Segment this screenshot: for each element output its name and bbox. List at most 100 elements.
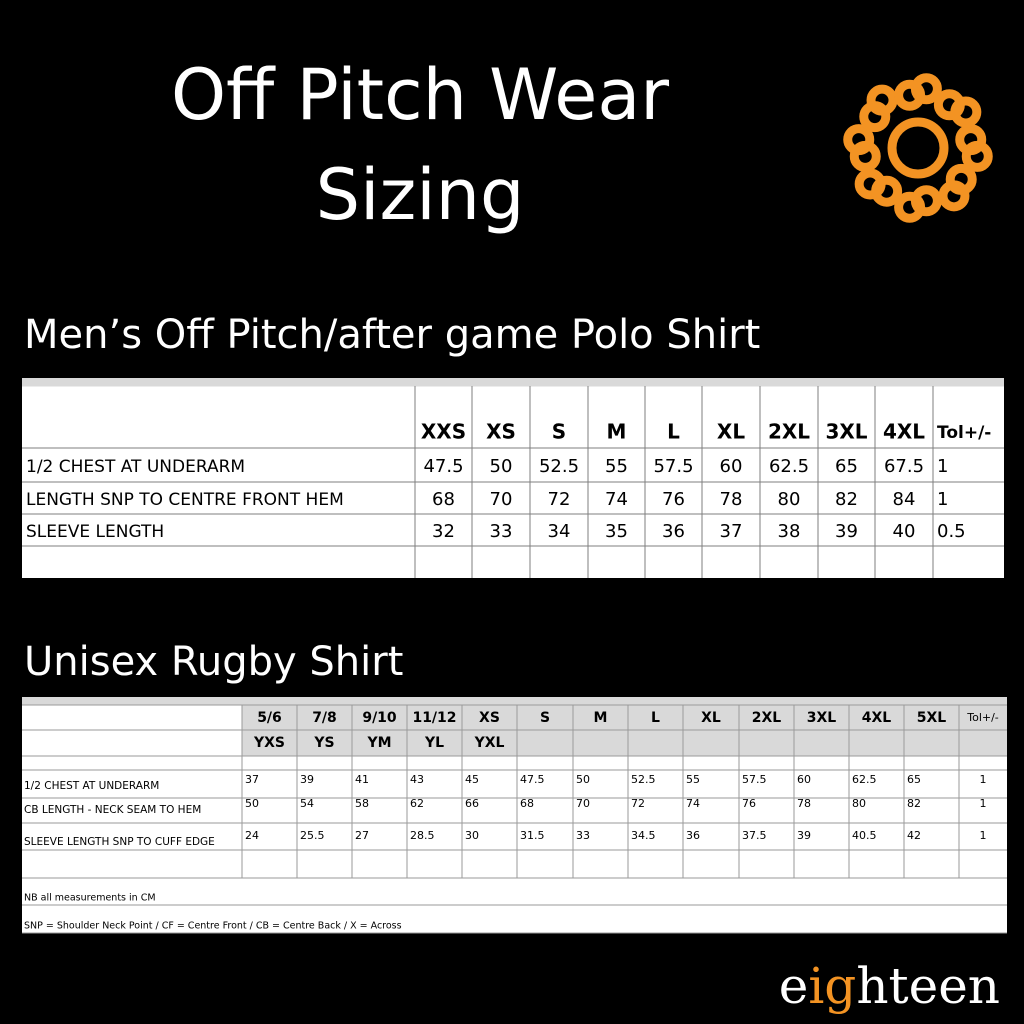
youth-size: YM [366, 735, 391, 751]
cell-value: 68 [432, 489, 455, 510]
column-header: XS [479, 710, 500, 726]
row-label: SLEEVE LENGTH [26, 522, 164, 542]
cell-value: 43 [410, 773, 424, 786]
note: SNP = Shoulder Neck Point / CF = Centre … [24, 921, 402, 932]
cell-value: 34 [548, 521, 571, 542]
cell-value: 39 [797, 829, 811, 842]
column-header: S [552, 420, 566, 444]
cell-value: 33 [576, 829, 590, 842]
cell-value: 84 [893, 489, 916, 510]
cell-value: 55 [686, 773, 700, 786]
cell-value: 37 [245, 773, 259, 786]
title-line: Off Pitch Wear [171, 54, 669, 136]
column-header: 4XL [883, 420, 925, 444]
youth-size: YS [313, 735, 334, 751]
column-header: XXS [421, 420, 466, 444]
cell-value: 1 [937, 489, 948, 510]
cell-value: 80 [852, 797, 866, 810]
cell-value: 39 [300, 773, 314, 786]
cell-value: 80 [778, 489, 801, 510]
cell-value: 67.5 [884, 456, 924, 477]
row-label: CB LENGTH - NECK SEAM TO HEM [24, 804, 201, 816]
row-label: 1/2 CHEST AT UNDERARM [26, 457, 245, 477]
column-header: 3XL [825, 420, 867, 444]
section-title: Unisex Rugby Shirt [24, 639, 403, 685]
column-header: XL [717, 420, 745, 444]
column-header: S [540, 710, 550, 726]
cell-value: 40 [893, 521, 916, 542]
column-header: XS [486, 420, 516, 444]
logo-ring [887, 117, 949, 179]
column-header: 4XL [862, 710, 892, 726]
cell-value: 47.5 [520, 773, 545, 786]
cell-value: 27 [355, 829, 369, 842]
cell-value: 68 [520, 797, 534, 810]
logo-loop [894, 79, 926, 111]
column-header: 5XL [917, 710, 947, 726]
cell-value: 78 [797, 797, 811, 810]
cell-value: 30 [465, 829, 479, 842]
cell-value: 1 [980, 797, 987, 810]
cell-value: 39 [835, 521, 858, 542]
cell-value: 31.5 [520, 829, 545, 842]
cell-value: 37.5 [742, 829, 767, 842]
cell-value: 62.5 [852, 773, 877, 786]
cell-value: 82 [907, 797, 921, 810]
cell-value: 28.5 [410, 829, 435, 842]
cell-value: 52.5 [539, 456, 579, 477]
column-header: 9/10 [362, 710, 397, 726]
cell-value: 50 [576, 773, 590, 786]
cell-value: 36 [686, 829, 700, 842]
cell-value: 37 [720, 521, 743, 542]
cell-value: 24 [245, 829, 259, 842]
cell-value: 58 [355, 797, 369, 810]
section-title: Men’s Off Pitch/after game Polo Shirt [24, 312, 760, 358]
column-header: L [667, 420, 680, 444]
cell-value: 52.5 [631, 773, 656, 786]
row-label: SLEEVE LENGTH SNP TO CUFF EDGE [24, 836, 215, 848]
column-header: 2XL [752, 710, 782, 726]
cell-value: 74 [686, 797, 700, 810]
cell-value: 57.5 [653, 456, 693, 477]
column-header: M [594, 710, 608, 726]
cell-value: 70 [576, 797, 590, 810]
row-label: 1/2 CHEST AT UNDERARM [24, 780, 159, 792]
cell-value: 54 [300, 797, 314, 810]
logo [843, 73, 993, 223]
youth-size: YXS [253, 735, 285, 751]
cell-value: 1 [980, 829, 987, 842]
cell-value: 72 [548, 489, 571, 510]
cell-value: 76 [662, 489, 685, 510]
cell-value: 32 [432, 521, 455, 542]
title-line: Sizing [316, 154, 525, 236]
brand-part: hteen [856, 957, 1000, 1015]
cell-value: 45 [465, 773, 479, 786]
cell-value: 60 [797, 773, 811, 786]
table [22, 378, 1004, 578]
cell-value: 78 [720, 489, 743, 510]
cell-value: 25.5 [300, 829, 325, 842]
cell-value: 47.5 [423, 456, 463, 477]
cell-value: 70 [490, 489, 513, 510]
table-strip [22, 697, 1007, 705]
youth-size: YXL [474, 735, 505, 751]
brand-part: e [779, 957, 809, 1015]
logo-loop [849, 140, 881, 172]
table-strip [22, 378, 1004, 386]
logo-loop [955, 124, 987, 156]
brand-part: ig [808, 957, 856, 1015]
column-header: 2XL [768, 420, 810, 444]
cell-value: 35 [605, 521, 628, 542]
cell-value: 38 [778, 521, 801, 542]
column-header: M [607, 420, 627, 444]
column-header: 7/8 [312, 710, 337, 726]
logo-loop [871, 175, 903, 207]
cell-value: 0.5 [937, 521, 966, 542]
cell-value: 55 [605, 456, 628, 477]
cell-value: 74 [605, 489, 628, 510]
cell-value: 40.5 [852, 829, 877, 842]
cell-value: 66 [465, 797, 479, 810]
cell-value: 62.5 [769, 456, 809, 477]
column-header: 3XL [807, 710, 837, 726]
